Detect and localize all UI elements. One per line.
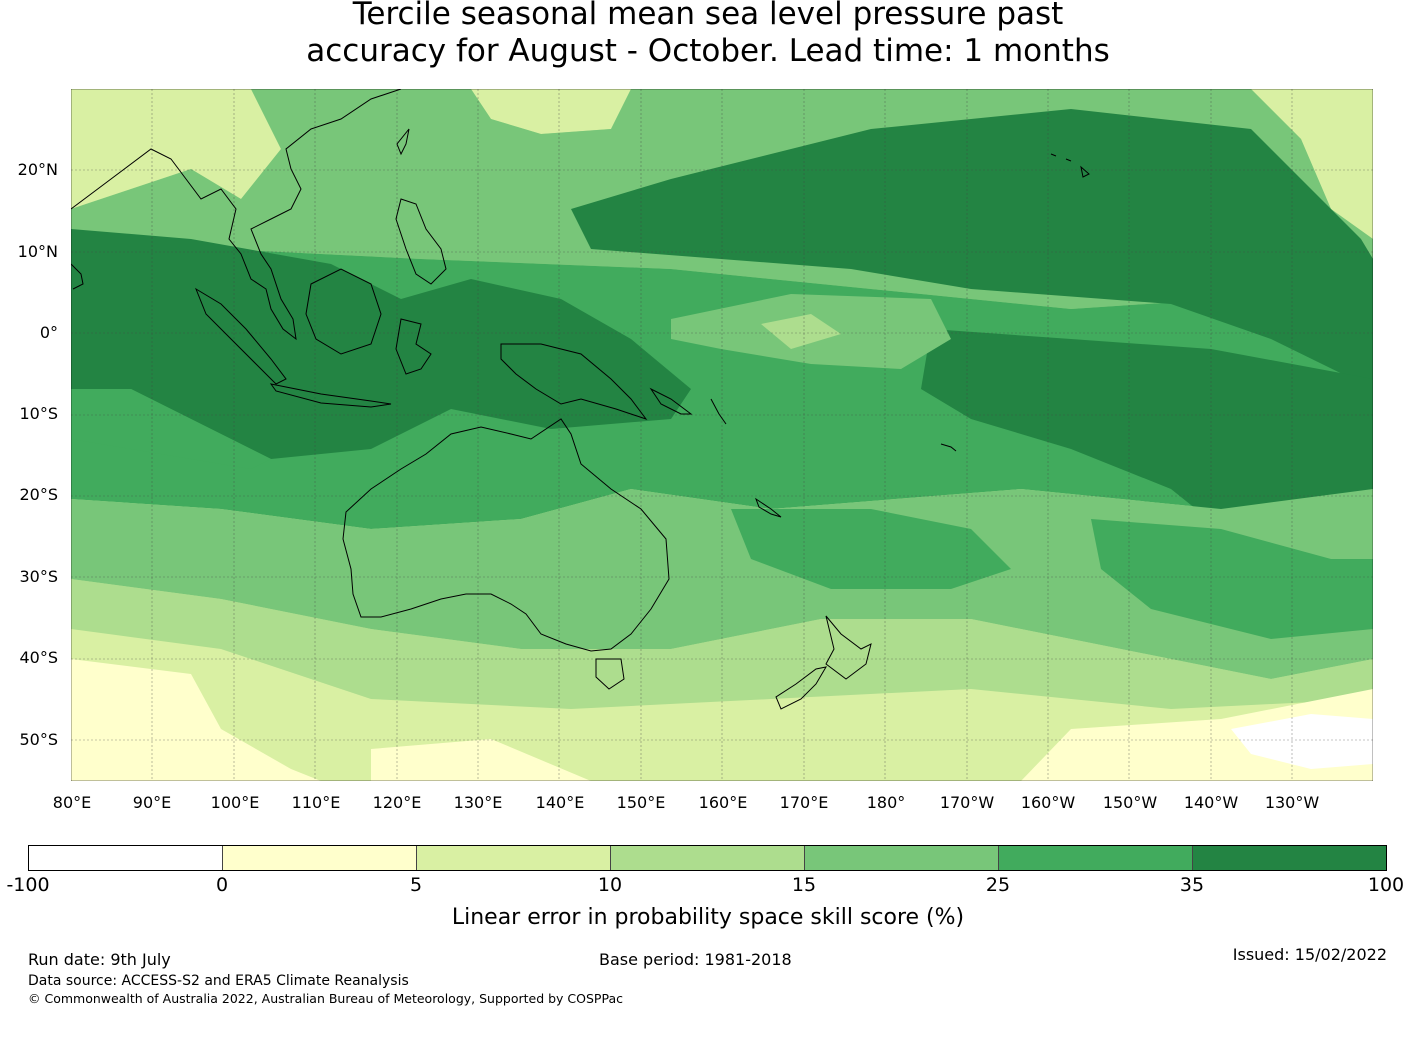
lat-label-30s: 30°S (19, 567, 58, 586)
colorbar-segment (29, 846, 223, 870)
lon-label-150e: 150°E (616, 793, 666, 812)
coastline-sumatra (194, 287, 287, 385)
coastline-nz-north (825, 615, 872, 680)
region-5-10-northwest (71, 89, 281, 209)
data-source: Data source: ACCESS-S2 and ERA5 Climate … (28, 973, 409, 989)
run-date: Run date: 9th July (28, 950, 171, 969)
region-0-5-south (371, 739, 591, 781)
lon-label-100e: 100°E (210, 793, 260, 812)
lon-label-130e: 130°E (453, 793, 503, 812)
coastline-australia (342, 418, 670, 652)
colorbar (28, 845, 1387, 871)
region-35-100-south-pacific (921, 329, 1373, 529)
coastline-borneo (305, 268, 382, 355)
lon-label-110e: 110°E (291, 793, 341, 812)
region-negative-southeast (1231, 714, 1373, 769)
colorbar-label: 10 (597, 874, 623, 896)
lon-label-140w: 140°W (1183, 793, 1239, 812)
lat-label-40s: 40°S (19, 648, 58, 667)
lon-label-140e: 140°E (535, 793, 585, 812)
region-15-25-south (71, 489, 1373, 679)
lon-label-80e: 80°E (52, 793, 92, 812)
coastline-tasmania (595, 658, 625, 690)
colorbar-segment (611, 846, 805, 870)
region-5-10-northeast (1251, 89, 1373, 239)
region-25-35-east (1091, 519, 1373, 639)
colorbar-segment (805, 846, 999, 870)
skill-score-map (71, 89, 1373, 781)
colorbar-label: 35 (1179, 874, 1205, 896)
coastline-solomons (649, 387, 693, 415)
chart-title: Tercile seasonal mean sea level pressure… (0, 0, 1416, 70)
lat-label-0: 0° (39, 323, 58, 342)
title-line-1: Tercile seasonal mean sea level pressure… (352, 0, 1064, 32)
colorbar-label: 100 (1367, 874, 1405, 896)
lon-label-120e: 120°E (372, 793, 422, 812)
lat-label-20n: 20°N (17, 160, 58, 179)
base-period: Base period: 1981-2018 (599, 950, 792, 969)
colorbar-title: Linear error in probability space skill … (451, 905, 965, 930)
colorbar-segment (999, 846, 1193, 870)
lat-label-50s: 50°S (19, 730, 58, 749)
region-25-35-tasman (731, 509, 1011, 589)
lon-label-160w: 160°W (1020, 793, 1076, 812)
colorbar-label: 25 (985, 874, 1011, 896)
copyright: © Commonwealth of Australia 2022, Austra… (28, 991, 623, 1006)
coastline-hawaii (1050, 153, 1090, 178)
coastline-java (269, 383, 392, 408)
coastline-new-caledonia (754, 497, 782, 518)
lat-label-10s: 10°S (19, 404, 58, 423)
region-35-100-north-pacific (571, 109, 1373, 389)
region-5-10-north (471, 89, 631, 134)
coastline-vanuatu (710, 398, 727, 425)
region-10-15-south (71, 579, 1373, 709)
coastline-asia (71, 89, 402, 341)
region-35-100-west (71, 229, 691, 459)
lon-label-170e: 170°E (779, 793, 829, 812)
lon-label-150w: 150°W (1102, 793, 1158, 812)
colorbar-label: -100 (6, 874, 50, 896)
coastline-sulawesi (395, 318, 432, 375)
colorbar-segment (223, 846, 417, 870)
coastline-new-guinea (500, 343, 648, 420)
coastlines (71, 89, 1090, 710)
colorbar-label: 15 (791, 874, 817, 896)
title-line-2: accuracy for August - October. Lead time… (306, 33, 1110, 69)
region-25-35-west (71, 389, 271, 469)
region-10-15-equator (761, 314, 841, 349)
lon-label-130w: 130°W (1264, 793, 1320, 812)
lon-label-180: 180° (866, 793, 906, 812)
coastline-philippines (395, 198, 447, 285)
coastline-sri-lanka (71, 263, 84, 290)
lon-label-160e: 160°E (698, 793, 748, 812)
lat-label-10n: 10°N (17, 242, 58, 261)
issued-date: Issued: 15/02/2022 (1232, 945, 1387, 964)
colorbar-segment (417, 846, 611, 870)
coastline-fiji (940, 443, 957, 452)
lon-label-90e: 90°E (132, 793, 172, 812)
coastline-nz-south (775, 666, 827, 710)
lat-label-20s: 20°S (19, 485, 58, 504)
region-0-5-southwest (71, 659, 321, 781)
coastline-taiwan (396, 128, 410, 156)
colorbar-label: 5 (409, 874, 423, 896)
lon-label-170w: 170°W (939, 793, 995, 812)
colorbar-label: 0 (215, 874, 229, 896)
colorbar-segment (1193, 846, 1386, 870)
